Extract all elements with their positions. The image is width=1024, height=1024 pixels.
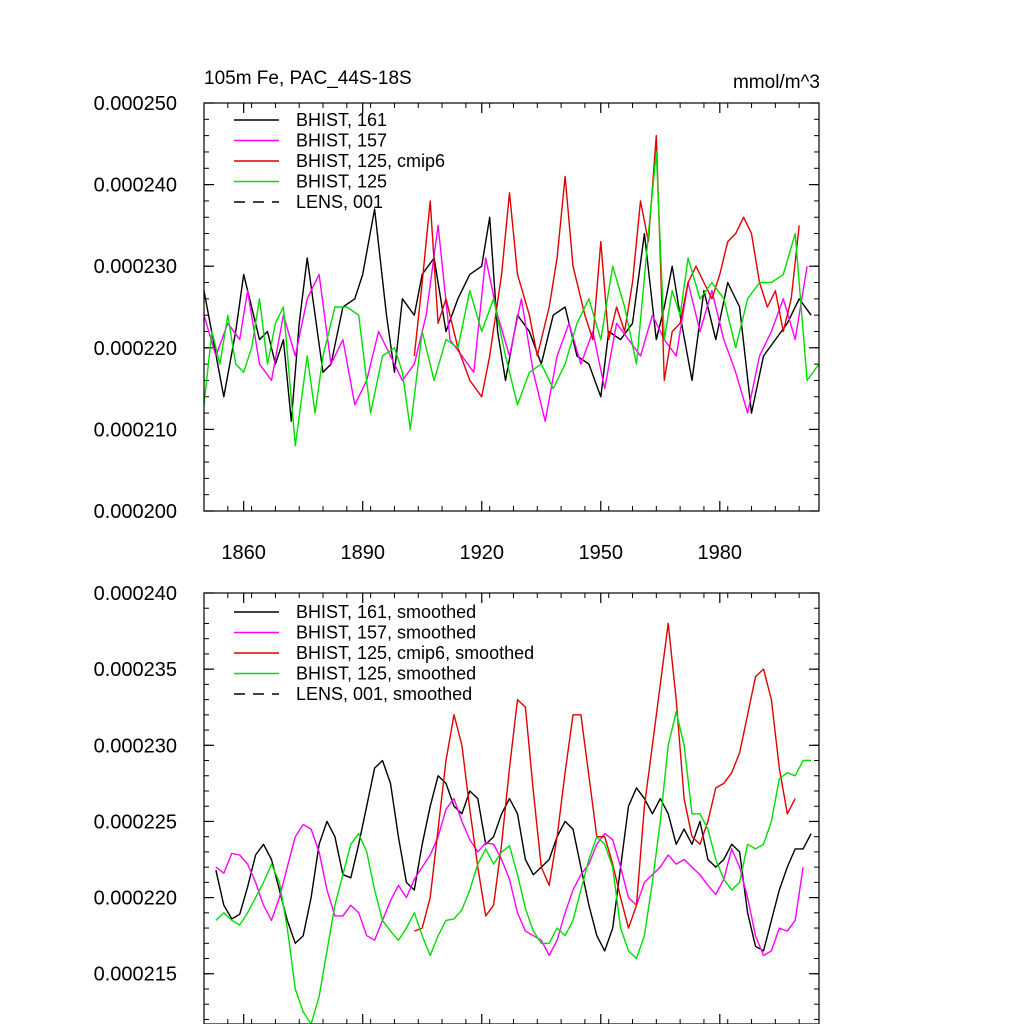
- y-tick-label: 0.000225: [94, 811, 177, 833]
- bottom-series-lines: [215, 622, 812, 1024]
- y-tick-label: 0.000220: [94, 338, 177, 360]
- bottom-axes: 0.000215 0.000220 0.000225 0.000230 0.000235…: [94, 583, 819, 1024]
- x-tick-label: 1950: [579, 542, 624, 564]
- y-tick-label: 0.000250: [94, 93, 177, 115]
- legend-label: BHIST, 125, cmip6: [296, 151, 445, 171]
- y-tick-label: 0.000220: [94, 888, 177, 910]
- x-tick-label: 1920: [459, 542, 504, 564]
- series-line: [215, 759, 812, 952]
- series-line: [203, 151, 820, 447]
- y-tick-label: 0.000210: [94, 419, 177, 441]
- legend-label: LENS, 001, smoothed: [296, 684, 472, 704]
- y-tick-label: 0.000235: [94, 659, 177, 681]
- series-line: [215, 797, 804, 957]
- legend-label: BHIST, 161, smoothed: [296, 602, 476, 622]
- bottom-panel: 0.000215 0.000220 0.000225 0.000230 0.000235…: [94, 583, 820, 1024]
- series-line: [203, 208, 812, 422]
- y-tick-label: 0.000215: [94, 964, 177, 986]
- bottom-plot-frame: [203, 592, 820, 1024]
- top-title-right: mmol/m^3: [733, 72, 820, 93]
- top-plot-frame: [203, 102, 820, 512]
- series-line: [413, 134, 800, 398]
- x-tick-label: 1860: [221, 542, 266, 564]
- legend-label: LENS, 001: [296, 192, 383, 212]
- legend-label: BHIST, 157: [296, 131, 387, 151]
- y-tick-label: 0.000240: [94, 583, 177, 605]
- y-tick-label: 0.000200: [94, 501, 177, 523]
- top-panel: 105m Fe, PAC_44S-18S mmol/m^3 0.0002000.…: [94, 68, 820, 564]
- legend-label: BHIST, 125, smoothed: [296, 664, 476, 684]
- legend-label: BHIST, 157, smoothed: [296, 623, 476, 643]
- series-line: [215, 711, 812, 1024]
- top-title-left: 105m Fe, PAC_44S-18S: [204, 68, 412, 89]
- legend-label: BHIST, 125, cmip6, smoothed: [296, 643, 534, 663]
- top-series-lines: [203, 134, 820, 447]
- legend-label: BHIST, 125: [296, 172, 387, 192]
- y-tick-label: 0.000240: [94, 175, 177, 197]
- y-tick-label: 0.000230: [94, 735, 177, 757]
- series-line: [203, 224, 808, 422]
- top-axes: 0.000200 0.000210 0.000220 0.000230 0.000240…: [94, 93, 819, 564]
- series-line: [414, 622, 796, 932]
- y-tick-label: 0.000230: [94, 256, 177, 278]
- x-tick-label: 1890: [340, 542, 385, 564]
- legend-label: BHIST, 161: [296, 110, 387, 130]
- x-tick-label: 1980: [698, 542, 743, 564]
